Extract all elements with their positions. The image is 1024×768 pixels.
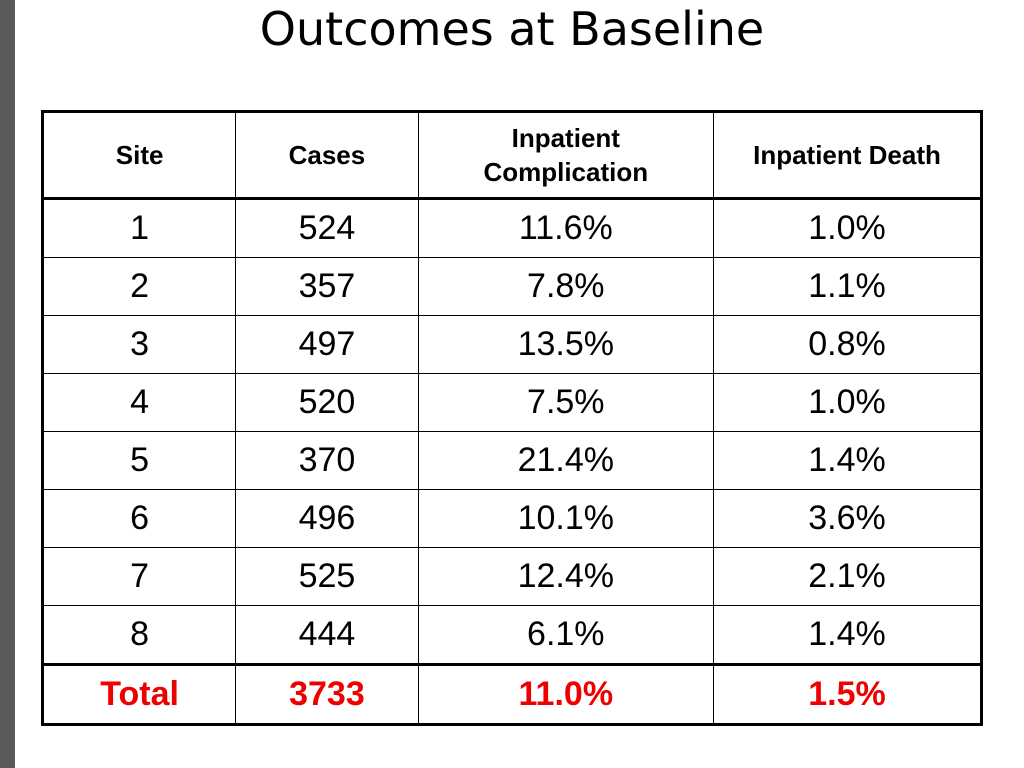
header-inpatient-complication-label: Inpatient Complication [483,123,649,187]
outcomes-table: Site Cases Inpatient Complication Inpati… [41,110,983,726]
cell-site: 2 [41,257,237,316]
cell-death: 1.0% [712,198,983,258]
cell-death: 0.8% [712,315,983,374]
cell-cases: 525 [235,547,419,606]
cell-complication: 7.5% [417,373,714,432]
header-site: Site [41,111,237,200]
table-row: 2 357 7.8% 1.1% [41,257,983,316]
header-inpatient-death: Inpatient Death [712,111,983,200]
cell-site: 5 [41,431,237,490]
cell-cases: 496 [235,489,419,548]
total-complication: 11.0% [417,663,714,725]
cell-complication: 10.1% [417,489,714,548]
cell-complication: 7.8% [417,257,714,316]
header-cases: Cases [235,111,419,200]
cell-complication: 21.4% [417,431,714,490]
table-header-row: Site Cases Inpatient Complication Inpati… [41,111,983,200]
table-row: 8 444 6.1% 1.4% [41,605,983,665]
cell-cases: 444 [235,605,419,665]
cell-death: 1.4% [712,431,983,490]
total-label: Total [41,663,237,725]
table-row: 4 520 7.5% 1.0% [41,373,983,432]
slide-title: Outcomes at Baseline [259,2,765,56]
cell-death: 1.1% [712,257,983,316]
cell-cases: 524 [235,198,419,258]
cell-death: 2.1% [712,547,983,606]
cell-site: 3 [41,315,237,374]
table-total-row: Total 3733 11.0% 1.5% [41,663,983,725]
cell-site: 6 [41,489,237,548]
cell-cases: 370 [235,431,419,490]
cell-complication: 12.4% [417,547,714,606]
header-inpatient-complication: Inpatient Complication [417,111,714,200]
cell-cases: 520 [235,373,419,432]
table-row: 3 497 13.5% 0.8% [41,315,983,374]
table-row: 6 496 10.1% 3.6% [41,489,983,548]
slide-left-bar [0,0,15,768]
cell-death: 3.6% [712,489,983,548]
total-cases: 3733 [235,663,419,725]
table-row: 7 525 12.4% 2.1% [41,547,983,606]
table-row: 5 370 21.4% 1.4% [41,431,983,490]
cell-site: 7 [41,547,237,606]
cell-cases: 497 [235,315,419,374]
total-death: 1.5% [712,663,983,725]
cell-complication: 6.1% [417,605,714,665]
cell-site: 8 [41,605,237,665]
table-row: 1 524 11.6% 1.0% [41,198,983,258]
cell-death: 1.4% [712,605,983,665]
cell-complication: 13.5% [417,315,714,374]
cell-site: 1 [41,198,237,258]
cell-site: 4 [41,373,237,432]
cell-cases: 357 [235,257,419,316]
cell-death: 1.0% [712,373,983,432]
cell-complication: 11.6% [417,198,714,258]
